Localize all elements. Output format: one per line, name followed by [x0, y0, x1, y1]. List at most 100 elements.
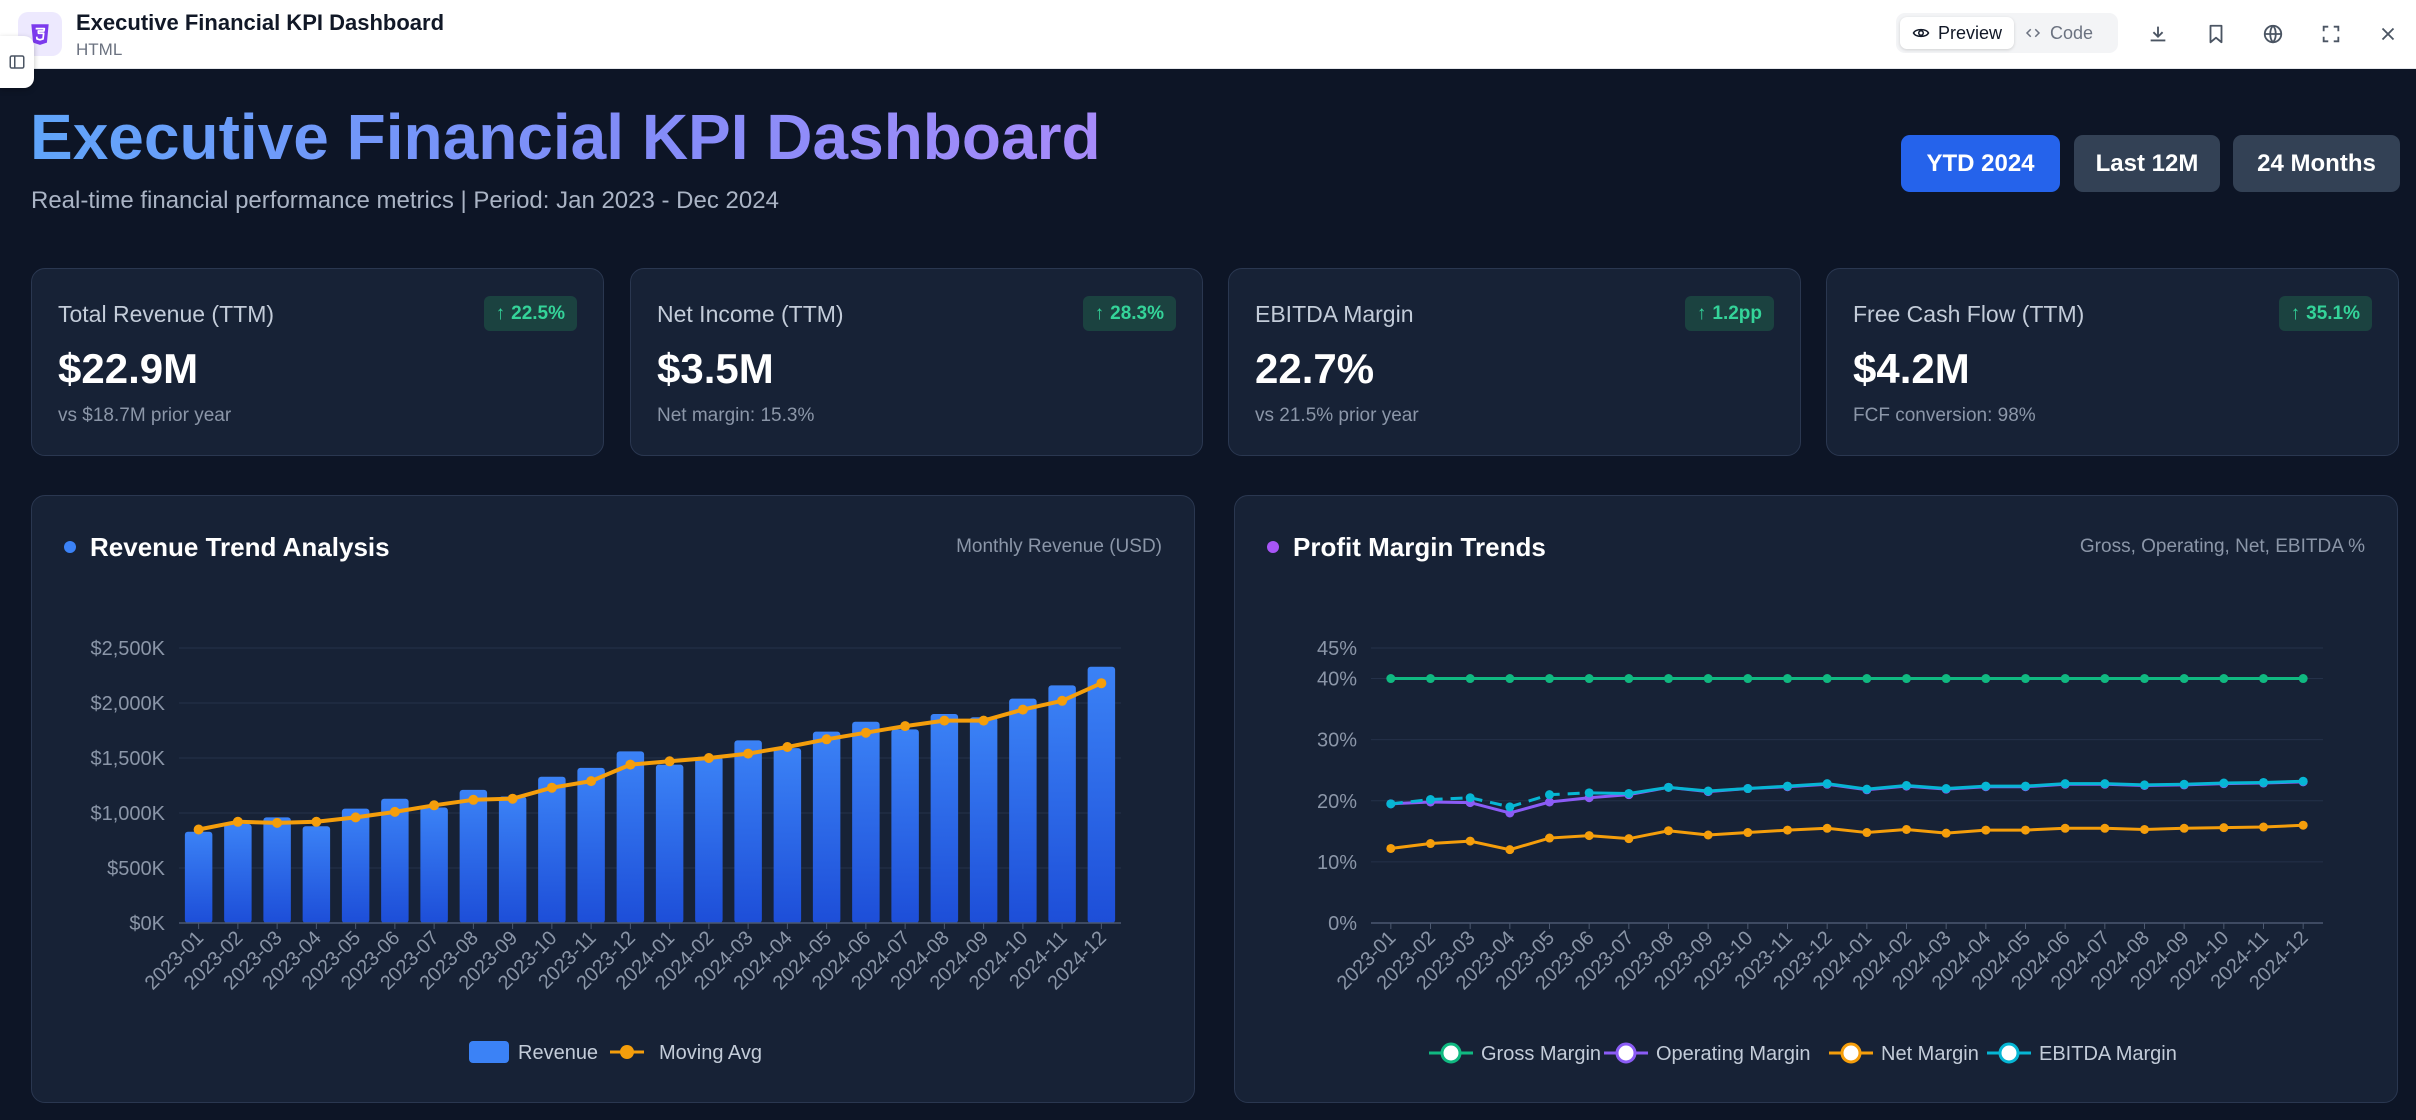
moving-avg-point[interactable]: [1017, 704, 1028, 715]
ebitda-margin-point[interactable]: [1703, 786, 1713, 796]
gross-margin-point[interactable]: [1624, 674, 1634, 684]
gross-margin-point[interactable]: [1902, 674, 1911, 684]
net-margin-point[interactable]: [1664, 826, 1673, 836]
moving-avg-point[interactable]: [939, 715, 950, 726]
moving-avg-point[interactable]: [821, 734, 832, 745]
revenue-bar[interactable]: [852, 721, 880, 923]
ebitda-margin-point[interactable]: [2060, 779, 2070, 789]
net-margin-point[interactable]: [1505, 845, 1515, 855]
gross-margin-point[interactable]: [2140, 674, 2149, 684]
ebitda-margin-point[interactable]: [1545, 790, 1554, 800]
gross-margin-point[interactable]: [1584, 674, 1594, 684]
net-margin-point[interactable]: [1465, 836, 1475, 846]
net-margin-point[interactable]: [2100, 823, 2110, 833]
gross-margin-point[interactable]: [1743, 674, 1753, 684]
period-24-months-button[interactable]: 24 Months: [2233, 135, 2400, 192]
revenue-bar[interactable]: [969, 717, 998, 923]
ebitda-margin-point[interactable]: [2140, 780, 2149, 790]
period-last-12m-button[interactable]: Last 12M: [2074, 135, 2220, 192]
gross-margin-point[interactable]: [1386, 674, 1396, 684]
ebitda-margin-point[interactable]: [2298, 776, 2308, 786]
revenue-bar[interactable]: [930, 714, 959, 923]
ebitda-margin-point[interactable]: [1426, 795, 1435, 805]
ebitda-margin-point[interactable]: [1465, 793, 1475, 803]
tab-preview[interactable]: Preview: [1900, 17, 2015, 49]
net-margin-point[interactable]: [1386, 843, 1396, 853]
net-margin-point[interactable]: [1703, 830, 1713, 840]
net-margin-point[interactable]: [1822, 823, 1832, 833]
moving-avg-point[interactable]: [232, 816, 243, 827]
ebitda-margin-point[interactable]: [2259, 777, 2268, 787]
moving-avg-point[interactable]: [429, 800, 440, 811]
moving-avg-point[interactable]: [978, 715, 989, 726]
moving-avg-point[interactable]: [1096, 678, 1107, 689]
bookmark-icon[interactable]: [2200, 18, 2232, 50]
operating-margin-point[interactable]: [1545, 797, 1554, 807]
tab-code[interactable]: Code: [2012, 17, 2105, 49]
net-margin-point[interactable]: [1426, 839, 1435, 849]
revenue-bar[interactable]: [459, 789, 488, 923]
net-margin-point[interactable]: [1862, 828, 1872, 838]
close-icon[interactable]: [2372, 18, 2404, 50]
ebitda-margin-point[interactable]: [1941, 784, 1951, 794]
sidebar-toggle-button[interactable]: [0, 36, 34, 88]
moving-avg-point[interactable]: [625, 759, 636, 770]
net-margin-point[interactable]: [2259, 822, 2268, 832]
net-margin-point[interactable]: [1981, 825, 1991, 835]
moving-avg-point[interactable]: [350, 812, 361, 823]
moving-avg-point[interactable]: [1057, 695, 1068, 706]
moving-avg-point[interactable]: [389, 806, 400, 817]
net-margin-point[interactable]: [2060, 823, 2070, 833]
revenue-bar[interactable]: [538, 776, 566, 923]
ebitda-margin-point[interactable]: [1505, 802, 1515, 812]
revenue-bar[interactable]: [1048, 685, 1076, 923]
net-margin-point[interactable]: [1545, 833, 1554, 843]
moving-avg-point[interactable]: [664, 756, 675, 767]
moving-avg-point[interactable]: [782, 742, 793, 752]
ebitda-margin-point[interactable]: [1624, 788, 1634, 798]
gross-margin-point[interactable]: [1941, 674, 1951, 684]
ebitda-margin-point[interactable]: [2219, 778, 2229, 788]
revenue-bar[interactable]: [224, 824, 252, 923]
gross-margin-point[interactable]: [2021, 674, 2030, 684]
gross-margin-point[interactable]: [1505, 674, 1515, 684]
net-margin-point[interactable]: [1941, 828, 1951, 838]
gross-margin-point[interactable]: [2259, 674, 2268, 684]
gross-margin-point[interactable]: [2179, 674, 2189, 684]
net-margin-point[interactable]: [2179, 823, 2189, 833]
gross-margin-point[interactable]: [1822, 674, 1832, 684]
moving-avg-point[interactable]: [860, 727, 871, 738]
revenue-bar[interactable]: [420, 807, 448, 924]
gross-margin-point[interactable]: [1703, 674, 1713, 684]
net-margin-point[interactable]: [2219, 823, 2229, 833]
gross-margin-point[interactable]: [1465, 674, 1475, 684]
revenue-bar[interactable]: [655, 764, 684, 923]
moving-avg-point[interactable]: [703, 753, 714, 763]
net-margin-point[interactable]: [1783, 825, 1792, 835]
revenue-bar[interactable]: [1009, 698, 1037, 923]
ebitda-margin-point[interactable]: [1783, 781, 1792, 791]
moving-avg-point[interactable]: [900, 721, 911, 732]
revenue-bar[interactable]: [812, 731, 841, 923]
revenue-bar[interactable]: [734, 740, 762, 923]
revenue-bar[interactable]: [184, 831, 213, 923]
revenue-bar[interactable]: [773, 748, 802, 923]
moving-avg-point[interactable]: [311, 816, 322, 827]
revenue-bar[interactable]: [263, 817, 291, 923]
moving-avg-point[interactable]: [272, 817, 283, 828]
revenue-bar[interactable]: [577, 767, 605, 923]
fullscreen-icon[interactable]: [2315, 18, 2347, 50]
moving-avg-point[interactable]: [193, 824, 204, 835]
net-margin-point[interactable]: [2140, 825, 2149, 834]
gross-margin-point[interactable]: [2219, 674, 2229, 684]
moving-avg-point[interactable]: [507, 793, 518, 804]
revenue-bar[interactable]: [381, 798, 409, 923]
revenue-bar[interactable]: [341, 808, 370, 923]
ebitda-margin-point[interactable]: [1981, 781, 1991, 791]
net-margin-point[interactable]: [1902, 825, 1911, 834]
ebitda-margin-point[interactable]: [1584, 788, 1594, 798]
moving-avg-point[interactable]: [586, 776, 597, 787]
period-ytd-button[interactable]: YTD 2024: [1901, 135, 2060, 192]
net-margin-point[interactable]: [1624, 834, 1634, 844]
revenue-bar[interactable]: [616, 751, 645, 923]
